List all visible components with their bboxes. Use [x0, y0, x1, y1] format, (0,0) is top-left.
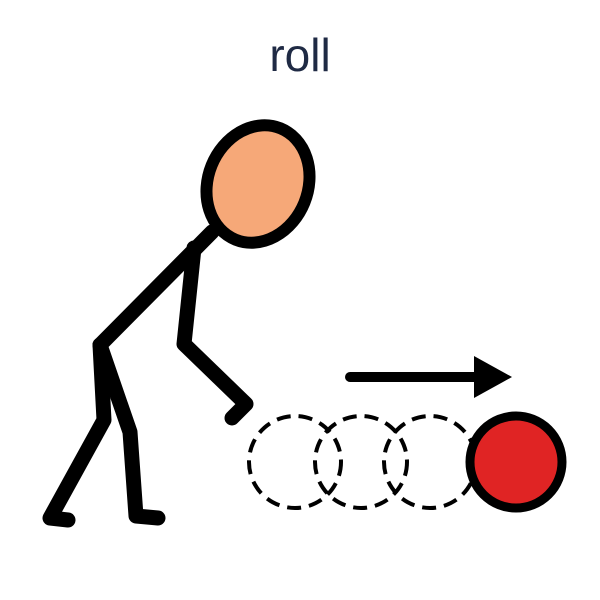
motion-arrow [345, 356, 512, 398]
ball-trail [247, 414, 478, 510]
stick-figure [42, 224, 254, 528]
red-ball [465, 411, 567, 513]
ball-trail-ghost [247, 414, 343, 510]
figure-back-arm [176, 240, 254, 426]
figure-back-leg [42, 337, 112, 528]
ball-trail-ghost [382, 414, 478, 510]
figure-front-leg [92, 337, 166, 526]
motion-arrow-head [474, 356, 512, 398]
figure-head [200, 119, 316, 249]
pictogram-caption: roll [269, 29, 331, 81]
ball-trail-ghost [313, 414, 409, 510]
